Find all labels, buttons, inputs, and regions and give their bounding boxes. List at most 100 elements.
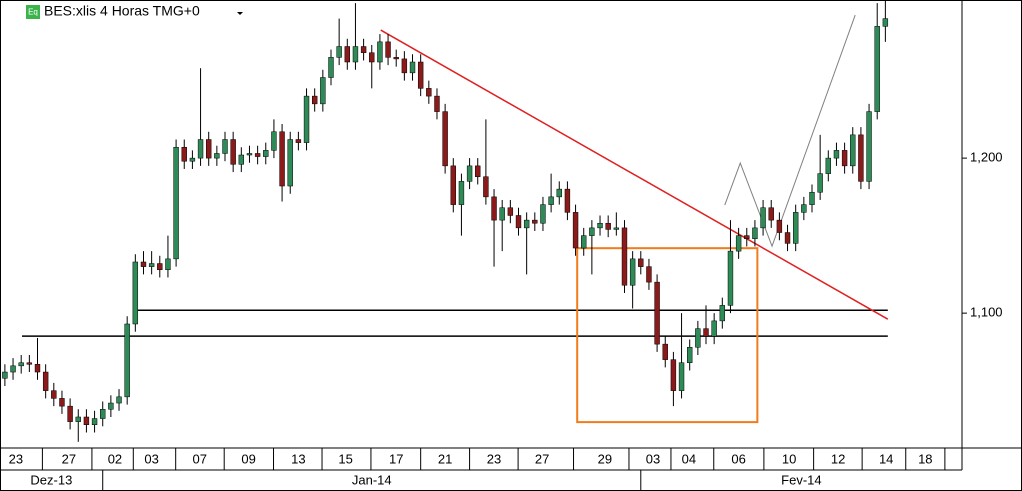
candle-body — [344, 46, 350, 63]
candle-body — [140, 261, 147, 267]
x-tick-label: 29 — [598, 451, 612, 466]
x-tick-label: 21 — [438, 451, 452, 466]
candle-body — [801, 204, 807, 213]
candle-body — [841, 150, 848, 167]
candle-body — [678, 362, 685, 391]
candle-body — [866, 111, 872, 182]
candle-body — [287, 139, 293, 187]
candle-body — [401, 58, 408, 74]
candle-body — [91, 418, 98, 425]
candle-body — [51, 390, 57, 399]
candle-body — [483, 176, 489, 198]
candle-body — [369, 52, 375, 63]
candle-body — [148, 263, 155, 267]
trend-line — [724, 14, 856, 248]
x-tick-label: 18 — [918, 451, 932, 466]
candle-body — [108, 402, 114, 410]
candle-body — [10, 365, 16, 373]
x-tick-label: 04 — [682, 451, 696, 466]
candle-body — [621, 227, 628, 286]
candle-body — [181, 147, 187, 162]
candle-body — [572, 212, 579, 249]
candle-body — [760, 207, 766, 229]
candle-body — [328, 57, 334, 78]
candle-body — [279, 131, 285, 187]
candle-body — [532, 219, 538, 224]
candle-body — [442, 111, 448, 167]
candle-body — [711, 320, 717, 337]
candle-body — [385, 41, 391, 58]
candle-body — [874, 26, 880, 112]
month-label: Dez-13 — [30, 472, 72, 487]
candle-body — [238, 154, 245, 165]
candle-body — [491, 196, 497, 221]
candle-body — [540, 204, 546, 224]
candle-body — [450, 165, 456, 205]
candle-body — [784, 232, 791, 244]
candle-body — [548, 196, 554, 205]
x-tick-label: 15 — [338, 451, 352, 466]
candle-body — [499, 207, 505, 221]
candle-body — [263, 150, 269, 157]
candle-body — [792, 212, 799, 244]
candle-body — [230, 139, 236, 165]
candle-body — [246, 153, 253, 156]
badge-box — [26, 5, 40, 19]
candle-body — [320, 77, 326, 105]
candle-body — [629, 258, 636, 286]
candle-body — [116, 396, 122, 404]
candle-body — [59, 398, 65, 407]
candle-body — [157, 263, 163, 270]
candle-body — [670, 359, 677, 391]
candle-body — [523, 219, 530, 229]
dropdown-icon[interactable] — [237, 12, 243, 15]
trend-line — [380, 29, 889, 320]
candle-body — [295, 139, 302, 143]
candle-body — [662, 343, 668, 360]
candle-body — [18, 362, 24, 367]
candle-body — [564, 188, 571, 213]
candle-body — [475, 165, 481, 177]
candle-body — [189, 157, 196, 162]
candle-body — [727, 250, 734, 306]
candle-body — [214, 153, 220, 159]
x-tick-label: 14 — [879, 451, 893, 466]
candle-body — [426, 88, 432, 97]
x-tick-label: 06 — [731, 451, 745, 466]
candle-body — [352, 46, 359, 63]
candle-body — [100, 408, 106, 419]
candle-body — [809, 191, 815, 205]
candle-body — [695, 328, 701, 348]
candle-body — [197, 139, 204, 159]
candle-body — [882, 18, 889, 27]
candle-body — [776, 219, 783, 233]
candle-body — [360, 46, 367, 53]
candle-body — [34, 364, 41, 373]
candle-body — [434, 95, 440, 112]
candle-body — [589, 227, 595, 236]
x-tick-label: 10 — [782, 451, 796, 466]
candle-body — [858, 134, 864, 182]
x-tick-label: 09 — [241, 451, 255, 466]
month-label: Jan-14 — [352, 472, 392, 487]
candle-body — [2, 371, 8, 379]
candle-body — [173, 147, 179, 260]
candle-body — [254, 153, 261, 157]
x-tick-label: 27 — [535, 451, 549, 466]
candle-body — [646, 266, 652, 283]
candle-body — [206, 139, 212, 159]
candle-body — [735, 235, 742, 252]
candle-body — [719, 305, 726, 322]
candle-body — [817, 173, 823, 193]
candle-body — [124, 323, 130, 398]
candle-body — [687, 346, 693, 363]
candle-body — [515, 215, 522, 229]
x-tick-label: 03 — [646, 451, 660, 466]
candle-body — [165, 258, 171, 270]
candle-body — [507, 207, 514, 216]
candle-body — [42, 371, 49, 391]
x-tick-label: 02 — [108, 451, 122, 466]
badge: Eq — [28, 8, 38, 17]
candle-body — [26, 362, 33, 365]
